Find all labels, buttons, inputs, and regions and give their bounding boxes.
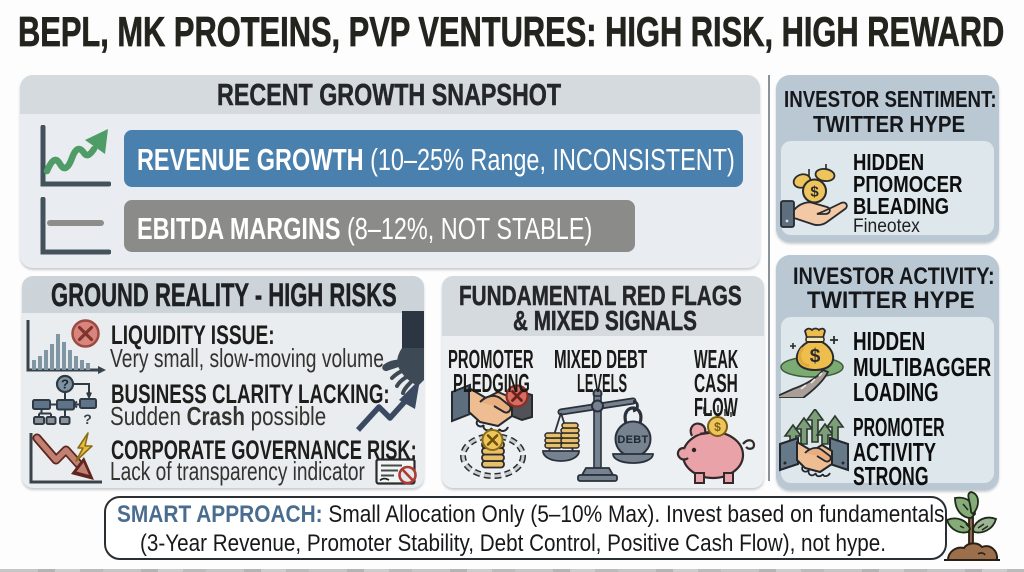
svg-text:$: $ [714, 420, 721, 434]
svg-text:?: ? [83, 411, 92, 427]
svg-text:$: $ [810, 184, 819, 201]
svg-text:DEBT: DEBT [617, 434, 648, 446]
svg-text:?: ? [61, 377, 69, 392]
svg-text:$: $ [810, 346, 821, 367]
